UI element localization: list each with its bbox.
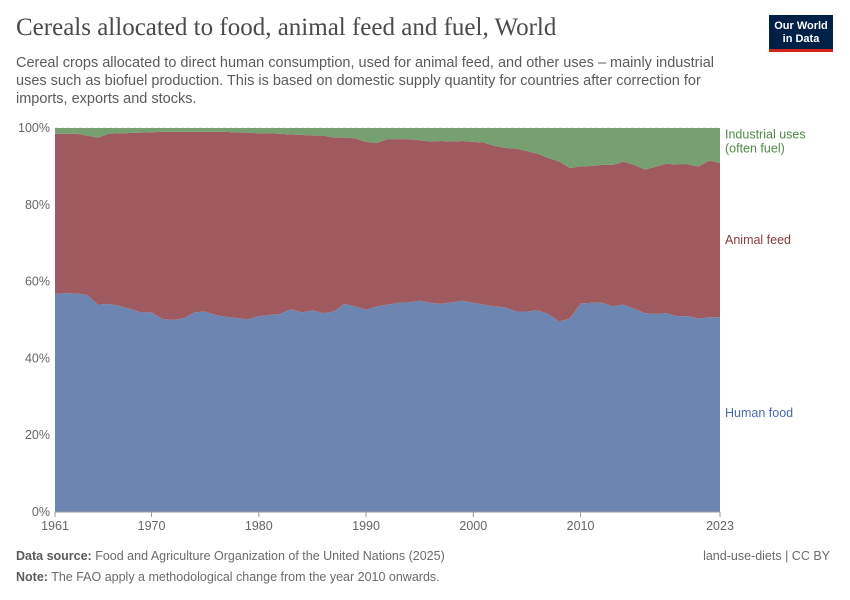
y-tick-label: 20%: [25, 428, 50, 442]
data-source: Data source: Food and Agriculture Organi…: [16, 549, 445, 563]
area-series[interactable]: [55, 128, 720, 512]
data-source-label: Data source:: [16, 549, 92, 563]
chart-note: Note: The FAO apply a methodological cha…: [16, 570, 440, 584]
logo-line-2: in Data: [782, 33, 820, 45]
owid-logo[interactable]: Our World in Data: [769, 15, 833, 52]
stacked-area-chart: 0% 20% 40% 60% 80% 100% 1961 1970 1980 1990 2000 20…: [18, 121, 806, 530]
y-tick-label: 80%: [25, 198, 50, 212]
x-tick-label: 2023: [706, 519, 734, 530]
note-text: The FAO apply a methodological change fr…: [51, 570, 440, 584]
note-label: Note:: [16, 570, 48, 584]
x-tick-label: 2010: [567, 519, 595, 530]
data-source-text[interactable]: Food and Agriculture Organization of the…: [95, 549, 445, 563]
x-tick-label: 2000: [459, 519, 487, 530]
y-tick-label: 40%: [25, 351, 50, 365]
industrial-uses-label-line-2[interactable]: (often fuel): [725, 142, 785, 156]
industrial-uses-label[interactable]: Industrial uses: [725, 127, 806, 141]
x-tick-label: 1990: [352, 519, 380, 530]
license-link[interactable]: land-use-diets | CC BY: [703, 549, 830, 563]
x-tick-label: 1970: [138, 519, 166, 530]
x-tick-label: 1961: [41, 519, 69, 530]
logo-line-1: Our World: [774, 20, 828, 32]
human-food-area[interactable]: [55, 293, 720, 512]
industrial-area[interactable]: [55, 128, 720, 170]
animal-feed-area[interactable]: [55, 131, 720, 322]
y-tick-label: 60%: [25, 275, 50, 289]
chart-subtitle: Cereal crops allocated to direct human c…: [16, 55, 714, 107]
chart-title: Cereals allocated to food, animal feed a…: [16, 14, 557, 41]
x-tick-label: 1980: [245, 519, 273, 530]
axes: 0% 20% 40% 60% 80% 100% 1961 1970 1980 1990 2000 20…: [18, 121, 734, 530]
y-tick-label: 100%: [18, 121, 50, 135]
human-food-label[interactable]: Human food: [725, 406, 793, 420]
animal-feed-label[interactable]: Animal feed: [725, 233, 791, 247]
y-tick-label: 0%: [32, 505, 50, 519]
series-labels[interactable]: Industrial uses(often fuel) Animal feed Hu…: [725, 127, 806, 420]
